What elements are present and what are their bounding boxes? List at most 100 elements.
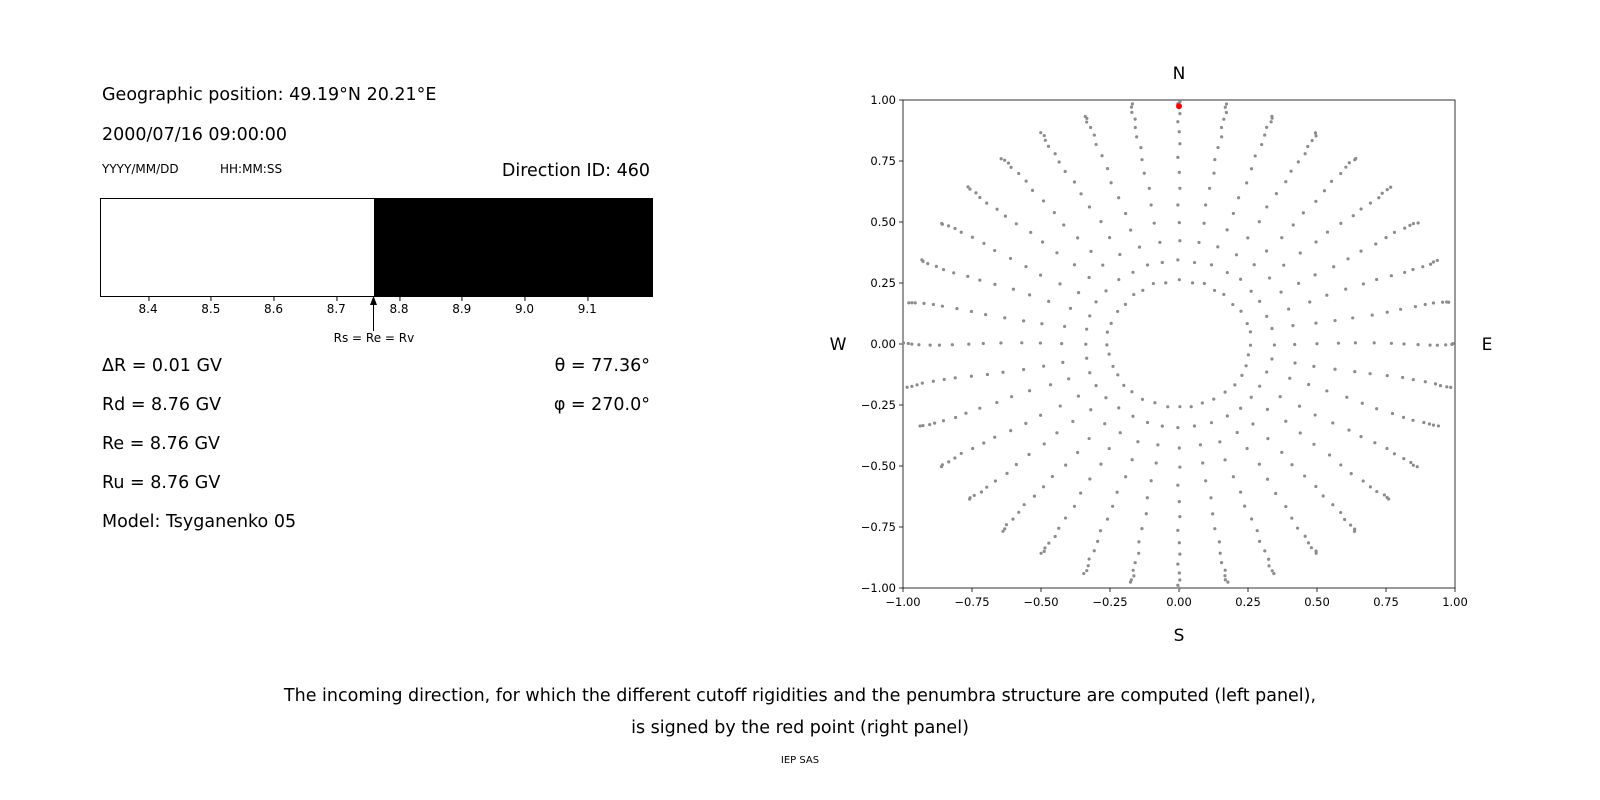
direction-dot	[1265, 314, 1269, 319]
direction-dot	[971, 446, 975, 451]
direction-dot	[1024, 265, 1028, 269]
direction-dot	[1290, 463, 1294, 467]
direction-dot	[1361, 282, 1366, 286]
geographic-position-label: Geographic position: 49.19°N 20.21°E	[102, 85, 437, 105]
direction-dot	[1017, 510, 1021, 514]
x-tick-label: 1.00	[1442, 595, 1468, 609]
direction-dot	[1257, 462, 1261, 466]
direction-dot	[1219, 125, 1224, 130]
direction-dot	[1116, 373, 1120, 377]
direction-dot	[1274, 491, 1278, 496]
direction-dot	[1178, 142, 1182, 146]
direction-dot	[1359, 207, 1363, 211]
direction-dot	[1348, 523, 1353, 527]
penumbra-bar-chart	[100, 198, 653, 297]
direction-dot	[1133, 561, 1137, 565]
direction-dot	[1042, 133, 1046, 138]
direction-dot	[999, 157, 1003, 161]
direction-dot	[1046, 144, 1051, 148]
direction-dot	[1339, 221, 1343, 225]
direction-dot	[1176, 528, 1180, 532]
direction-dot	[1310, 138, 1314, 143]
direction-dot	[1003, 316, 1007, 320]
direction-dot	[1325, 293, 1329, 297]
direction-dot	[922, 301, 926, 305]
direction-dot	[907, 301, 911, 305]
direction-dot	[1298, 251, 1302, 255]
datetime-label: 2000/07/16 09:00:00	[102, 125, 288, 145]
direction-dot	[1389, 185, 1393, 189]
direction-dot	[1287, 307, 1291, 311]
direction-dot	[1353, 370, 1357, 374]
direction-dot	[928, 423, 932, 427]
direction-dot	[1347, 428, 1351, 432]
direction-dot	[1064, 463, 1068, 467]
direction-dot	[955, 306, 959, 311]
direction-dot	[978, 195, 982, 200]
footer-label: IEP SAS	[780, 755, 820, 766]
direction-dot	[1217, 540, 1222, 544]
direction-dot	[1301, 211, 1305, 215]
direction-dot	[1267, 557, 1271, 561]
direction-dot	[1360, 401, 1364, 405]
direction-dot	[1296, 160, 1300, 164]
direction-dot	[981, 341, 985, 346]
direction-dot	[1103, 422, 1107, 426]
direction-dot	[1231, 302, 1235, 307]
direction-dot	[1248, 330, 1253, 334]
direction-dot	[1416, 343, 1420, 347]
direction-dot	[1373, 441, 1377, 445]
direction-dot	[1001, 370, 1005, 374]
direction-dot	[1154, 461, 1158, 465]
direction-dot	[1444, 343, 1448, 347]
direction-dot	[906, 341, 910, 346]
direction-dot	[1178, 405, 1182, 409]
x-tick-label: 0.25	[1235, 595, 1261, 609]
direction-dot	[1231, 211, 1236, 216]
direction-dot	[1104, 396, 1108, 400]
direction-dot	[1413, 305, 1418, 309]
direction-dot	[1313, 413, 1317, 417]
direction-dot	[1312, 364, 1316, 368]
direction-dot	[1423, 302, 1427, 307]
direction-dot	[941, 419, 946, 423]
direction-dot	[967, 342, 971, 346]
direction-dot	[1088, 314, 1092, 318]
direction-dot	[1166, 405, 1170, 409]
direction-dot	[1153, 401, 1157, 405]
direction-dot	[1178, 552, 1182, 556]
direction-dot	[1136, 440, 1140, 444]
direction-dot	[1094, 383, 1098, 388]
direction-dot	[1202, 221, 1206, 225]
direction-dot	[1236, 196, 1241, 200]
direction-dot	[1107, 352, 1111, 356]
direction-dot	[1177, 221, 1181, 225]
direction-dot	[1096, 539, 1100, 543]
direction-dot	[1115, 490, 1119, 494]
direction-dot	[1085, 356, 1089, 360]
direction-dot	[1343, 517, 1347, 522]
direction-dot	[1116, 309, 1120, 314]
direction-dot	[1315, 342, 1319, 346]
direction-dot	[1042, 442, 1046, 446]
direction-dot	[1239, 309, 1243, 313]
direction-dot	[1041, 485, 1046, 489]
direction-dot	[1124, 475, 1128, 479]
direction-dot	[920, 258, 924, 262]
direction-dot	[982, 441, 986, 445]
direction-dot	[1313, 273, 1317, 277]
direction-dot	[1130, 110, 1134, 114]
direction-dot	[953, 376, 957, 380]
direction-dot	[1079, 192, 1083, 196]
direction-dot	[1041, 199, 1046, 203]
direction-dot	[1131, 414, 1135, 418]
direction-dot	[1422, 420, 1426, 425]
direction-dot	[1368, 485, 1372, 489]
direction-dot	[1370, 313, 1374, 317]
y-tick-label: −1.00	[861, 581, 896, 595]
direction-dot	[1421, 265, 1425, 269]
direction-dot	[1225, 414, 1229, 418]
direction-dot	[1272, 343, 1277, 347]
direction-dot	[931, 379, 935, 383]
direction-dot	[995, 207, 999, 211]
